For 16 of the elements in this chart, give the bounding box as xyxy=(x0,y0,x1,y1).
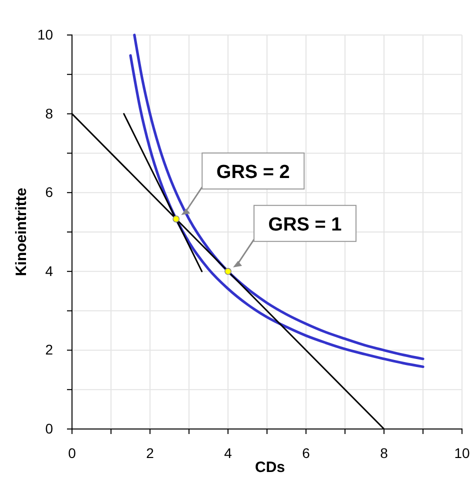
y-tick-label: 4 xyxy=(45,262,54,279)
y-tick-label: 6 xyxy=(45,184,54,200)
annotation: GRS = 1 xyxy=(268,214,342,236)
y-axis-title: Kinoeintritte xyxy=(13,188,30,276)
x-tick-label: 0 xyxy=(68,444,76,461)
y-tick-label: 8 xyxy=(45,105,54,122)
x-tick-label: 8 xyxy=(380,444,388,461)
x-tick-label: 2 xyxy=(146,444,154,461)
x-tick-label: 6 xyxy=(302,444,310,461)
x-axis-title: CDs xyxy=(254,459,286,476)
y-tick-label: 10 xyxy=(37,26,54,42)
y-tick-label: 0 xyxy=(45,420,54,436)
x-tick-label: 10 xyxy=(454,444,470,461)
x-tick-label: 4 xyxy=(224,444,232,461)
annotation: GRS = 2 xyxy=(216,162,290,183)
y-tick-label: 2 xyxy=(45,342,54,358)
